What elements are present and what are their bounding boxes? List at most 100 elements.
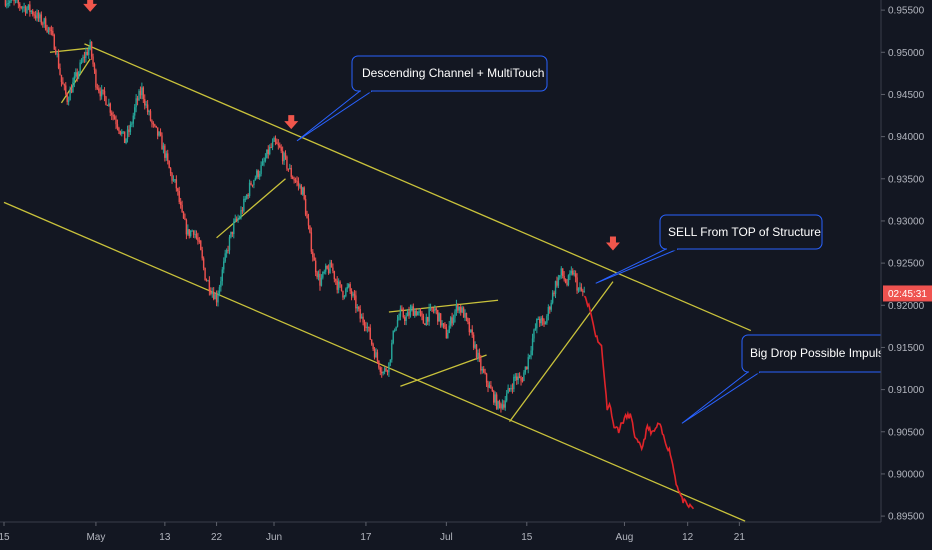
candle-body-304 bbox=[441, 323, 443, 326]
candle-body-151 bbox=[221, 269, 224, 282]
candle-body-252 bbox=[366, 326, 369, 328]
candle-body-93 bbox=[138, 90, 140, 101]
candle-body-362 bbox=[524, 366, 527, 373]
candle-body-382 bbox=[553, 292, 555, 294]
candle-body-60 bbox=[90, 41, 93, 57]
candle-body-311 bbox=[451, 317, 453, 324]
candle-body-356 bbox=[516, 376, 518, 381]
candle-body-90 bbox=[133, 107, 136, 116]
candle-body-11 bbox=[20, 6, 22, 8]
candle-body-80 bbox=[119, 130, 122, 134]
candle-body-379 bbox=[549, 307, 551, 310]
candle-body-96 bbox=[142, 87, 145, 99]
candle-body-284 bbox=[412, 306, 415, 316]
candle-body-388 bbox=[562, 268, 564, 276]
candle-body-202 bbox=[294, 180, 297, 182]
candle-body-129 bbox=[190, 230, 192, 237]
candle-body-143 bbox=[210, 291, 212, 294]
candle-body-229 bbox=[333, 271, 336, 280]
callout-2: SELL From TOP of Structure bbox=[595, 214, 823, 284]
candle-body-348 bbox=[504, 400, 506, 408]
candle-body-381 bbox=[551, 292, 554, 303]
y-tick-label: 0.93000 bbox=[888, 216, 925, 227]
candle-body-27 bbox=[43, 18, 45, 24]
candle-body-394 bbox=[570, 270, 573, 274]
candle-body-400 bbox=[579, 287, 581, 289]
candle-body-248 bbox=[360, 316, 363, 319]
x-tick-label: 15 bbox=[521, 532, 533, 543]
candle-body-338 bbox=[490, 385, 492, 389]
candle-body-20 bbox=[33, 14, 35, 16]
callout-label: Big Drop Possible Impulse bbox=[750, 346, 891, 360]
candle-body-141 bbox=[207, 280, 209, 282]
candle-body-353 bbox=[511, 388, 514, 390]
candle-body-342 bbox=[495, 394, 498, 409]
candle-body-289 bbox=[419, 311, 422, 313]
candle-body-196 bbox=[286, 156, 288, 169]
candle-body-111 bbox=[164, 145, 166, 158]
candle-body-137 bbox=[201, 250, 203, 259]
sell-arrow-3 bbox=[605, 236, 620, 251]
candle-body-302 bbox=[438, 313, 440, 322]
candle-body-53 bbox=[80, 61, 83, 63]
y-tick-label: 0.92000 bbox=[888, 301, 925, 312]
candle-body-49 bbox=[75, 72, 77, 77]
candle-body-169 bbox=[247, 194, 249, 196]
candle-body-222 bbox=[323, 271, 325, 273]
candle-body-115 bbox=[169, 168, 172, 174]
candle-body-63 bbox=[95, 70, 97, 88]
candle-body-108 bbox=[159, 131, 162, 136]
candle-body-55 bbox=[83, 56, 86, 58]
candle-body-70 bbox=[105, 96, 107, 105]
candle-body-66 bbox=[99, 91, 101, 97]
candle-body-48 bbox=[73, 76, 76, 83]
candle-body-327 bbox=[474, 344, 476, 348]
callout-tail-joint bbox=[361, 89, 371, 93]
candle-body-334 bbox=[484, 372, 486, 374]
y-tick-label: 0.94000 bbox=[888, 132, 925, 143]
candle-body-162 bbox=[237, 218, 239, 221]
candle-body-370 bbox=[536, 318, 538, 329]
candle-body-273 bbox=[396, 319, 399, 327]
candle-body-305 bbox=[442, 323, 445, 325]
candle-body-290 bbox=[421, 312, 423, 316]
candle-body-131 bbox=[192, 230, 195, 235]
candle-body-367 bbox=[531, 338, 534, 351]
candle-body-217 bbox=[316, 272, 318, 278]
candle-body-374 bbox=[541, 317, 544, 321]
callout-box bbox=[659, 214, 823, 250]
candle-body-316 bbox=[458, 306, 460, 311]
x-tick-label: 13 bbox=[159, 532, 171, 543]
trendline-support-jul bbox=[509, 281, 614, 423]
price-axis[interactable]: 0.95500 0.95000 0.94500 0.94000 0.93500 0.930… bbox=[880, 0, 932, 523]
candle-body-86 bbox=[128, 129, 130, 133]
y-tick-label: 0.90500 bbox=[888, 427, 925, 438]
candle-body-112 bbox=[165, 153, 167, 158]
candle-body-365 bbox=[528, 355, 531, 358]
candle-body-306 bbox=[444, 324, 446, 328]
x-tick-label: Aug bbox=[616, 532, 634, 543]
candle-body-237 bbox=[345, 288, 347, 297]
candle-body-163 bbox=[238, 218, 241, 220]
candle-body-303 bbox=[439, 313, 442, 326]
candle-body-325 bbox=[471, 329, 473, 335]
candle-body-158 bbox=[231, 231, 234, 235]
candle-body-175 bbox=[256, 170, 258, 178]
candle-body-375 bbox=[543, 320, 545, 325]
candle-body-21 bbox=[34, 15, 37, 19]
candle-body-301 bbox=[437, 309, 439, 322]
candle-body-235 bbox=[342, 290, 344, 298]
candle-body-46 bbox=[70, 88, 73, 93]
candle-body-82 bbox=[122, 131, 124, 133]
candle-body-132 bbox=[194, 233, 196, 235]
candle-body-69 bbox=[103, 90, 106, 97]
candle-body-266 bbox=[386, 370, 389, 373]
candle-body-134 bbox=[197, 237, 199, 241]
candle-body-125 bbox=[184, 218, 186, 220]
candle-body-281 bbox=[408, 311, 410, 316]
candle-body-339 bbox=[491, 388, 494, 392]
candle-body-106 bbox=[156, 127, 159, 136]
time-axis[interactable]: 15 May 13 22 Jun 17 Jul 15 Aug 12 21 bbox=[0, 521, 932, 550]
candle-body-172 bbox=[251, 184, 254, 186]
